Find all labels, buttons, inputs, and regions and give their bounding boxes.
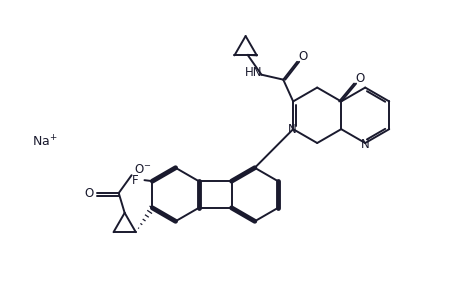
Text: HN: HN — [245, 66, 262, 79]
Text: F: F — [132, 174, 139, 187]
Text: O$^{-}$: O$^{-}$ — [133, 163, 151, 176]
Text: Na$^{+}$: Na$^{+}$ — [32, 134, 58, 150]
Text: O: O — [355, 72, 365, 85]
Text: N: N — [361, 137, 370, 151]
Text: N: N — [288, 123, 297, 136]
Text: O: O — [299, 50, 308, 63]
Text: O: O — [84, 186, 93, 200]
